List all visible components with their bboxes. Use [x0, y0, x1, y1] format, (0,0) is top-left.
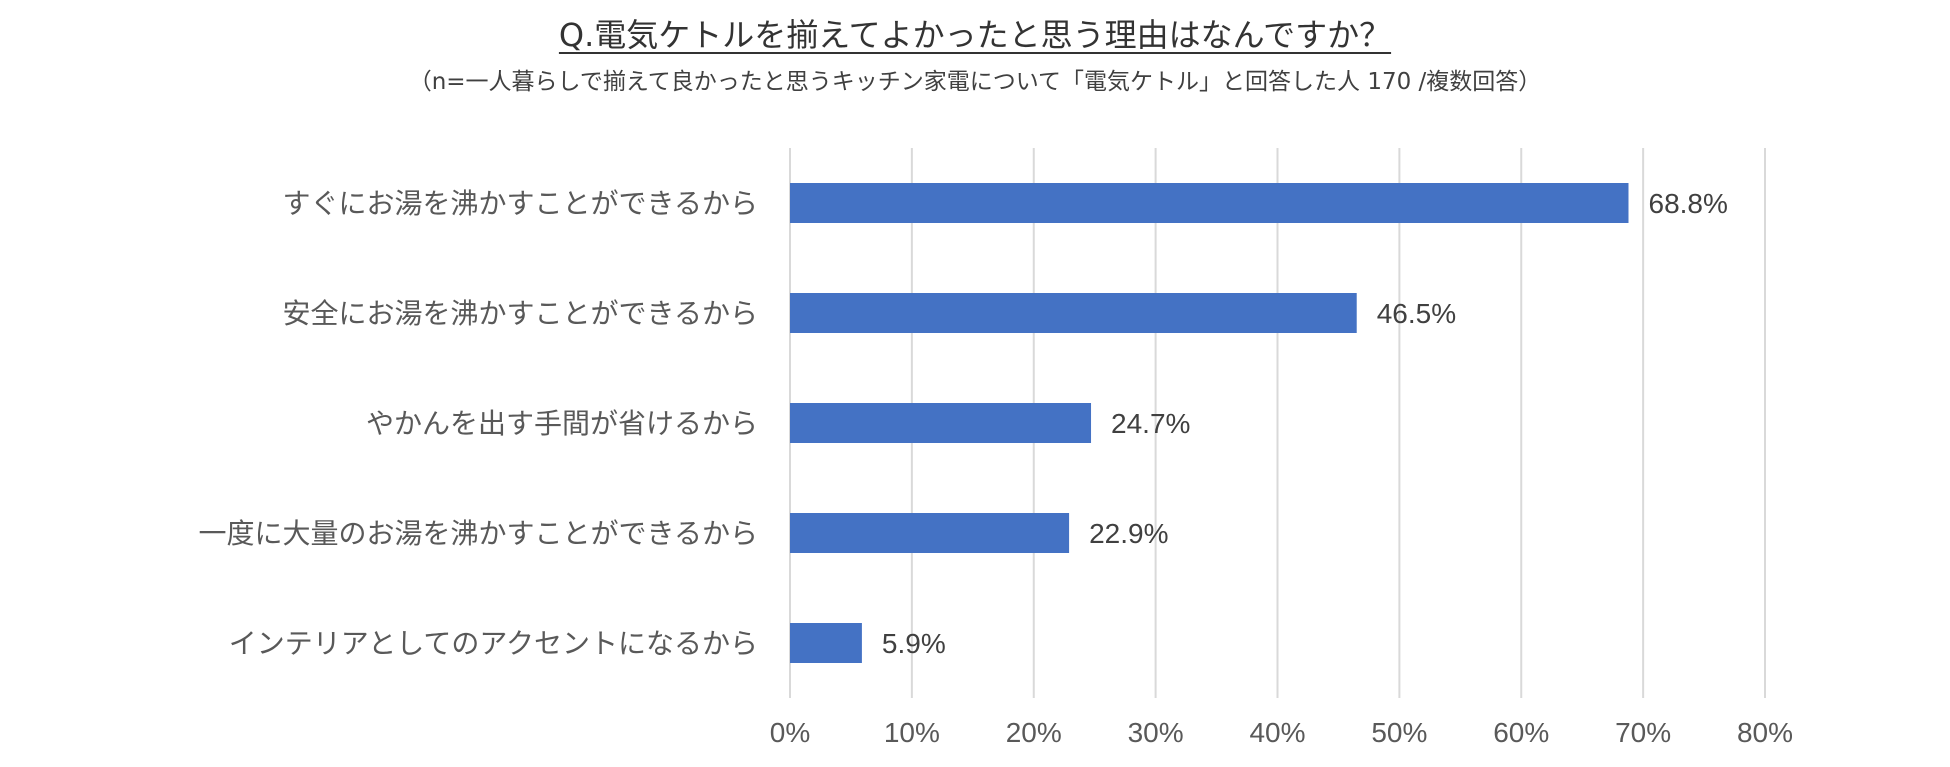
- chart-title-text: Q.電気ケトルを揃えてよかったと思う理由はなんですか？: [558, 16, 1392, 54]
- x-tick-label-30: 30%: [1128, 717, 1184, 748]
- bar-1: [790, 183, 1629, 223]
- data-label-5: 5.9%: [882, 628, 946, 659]
- x-tick-label-60: 60%: [1493, 717, 1549, 748]
- chart-title: Q.電気ケトルを揃えてよかったと思う理由はなんですか？: [0, 10, 1950, 56]
- category-label-1: すぐにお湯を沸かすことができるから: [283, 187, 758, 220]
- category-label-5: インテリアとしてのアクセントになるから: [229, 627, 758, 660]
- chart-subtitle: （n=一人暮らしで揃えて良かったと思うキッチン家電について「電気ケトル」と回答し…: [408, 69, 1542, 95]
- category-label-3: やかんを出す手間が省けるから: [366, 407, 758, 440]
- x-tick-label-20: 20%: [1006, 717, 1062, 748]
- x-tick-label-50: 50%: [1371, 717, 1427, 748]
- bar-2: [790, 293, 1357, 333]
- x-tick-label-0: 0%: [770, 717, 810, 748]
- bar-4: [790, 513, 1070, 553]
- data-label-4: 22.9%: [1089, 518, 1168, 549]
- category-label-2: 安全にお湯を沸かすことができるから: [283, 297, 758, 330]
- bar-5: [790, 623, 862, 663]
- data-label-3: 24.7%: [1111, 408, 1190, 439]
- labels: 0% 10% 20% 30% 40% 50% 60% 70% 80% すぐにお湯を沸かすことができ…: [199, 187, 1793, 748]
- category-label-4: 一度に大量のお湯を沸かすことができるから: [199, 517, 758, 550]
- x-tick-label-40: 40%: [1249, 717, 1305, 748]
- bar-3: [790, 403, 1092, 443]
- x-tick-label-10: 10%: [884, 717, 940, 748]
- x-tick-label-80: 80%: [1737, 717, 1793, 748]
- x-tick-label-70: 70%: [1615, 717, 1671, 748]
- data-label-2: 46.5%: [1377, 298, 1456, 329]
- data-label-1: 68.8%: [1649, 188, 1728, 219]
- bars: [790, 183, 1629, 663]
